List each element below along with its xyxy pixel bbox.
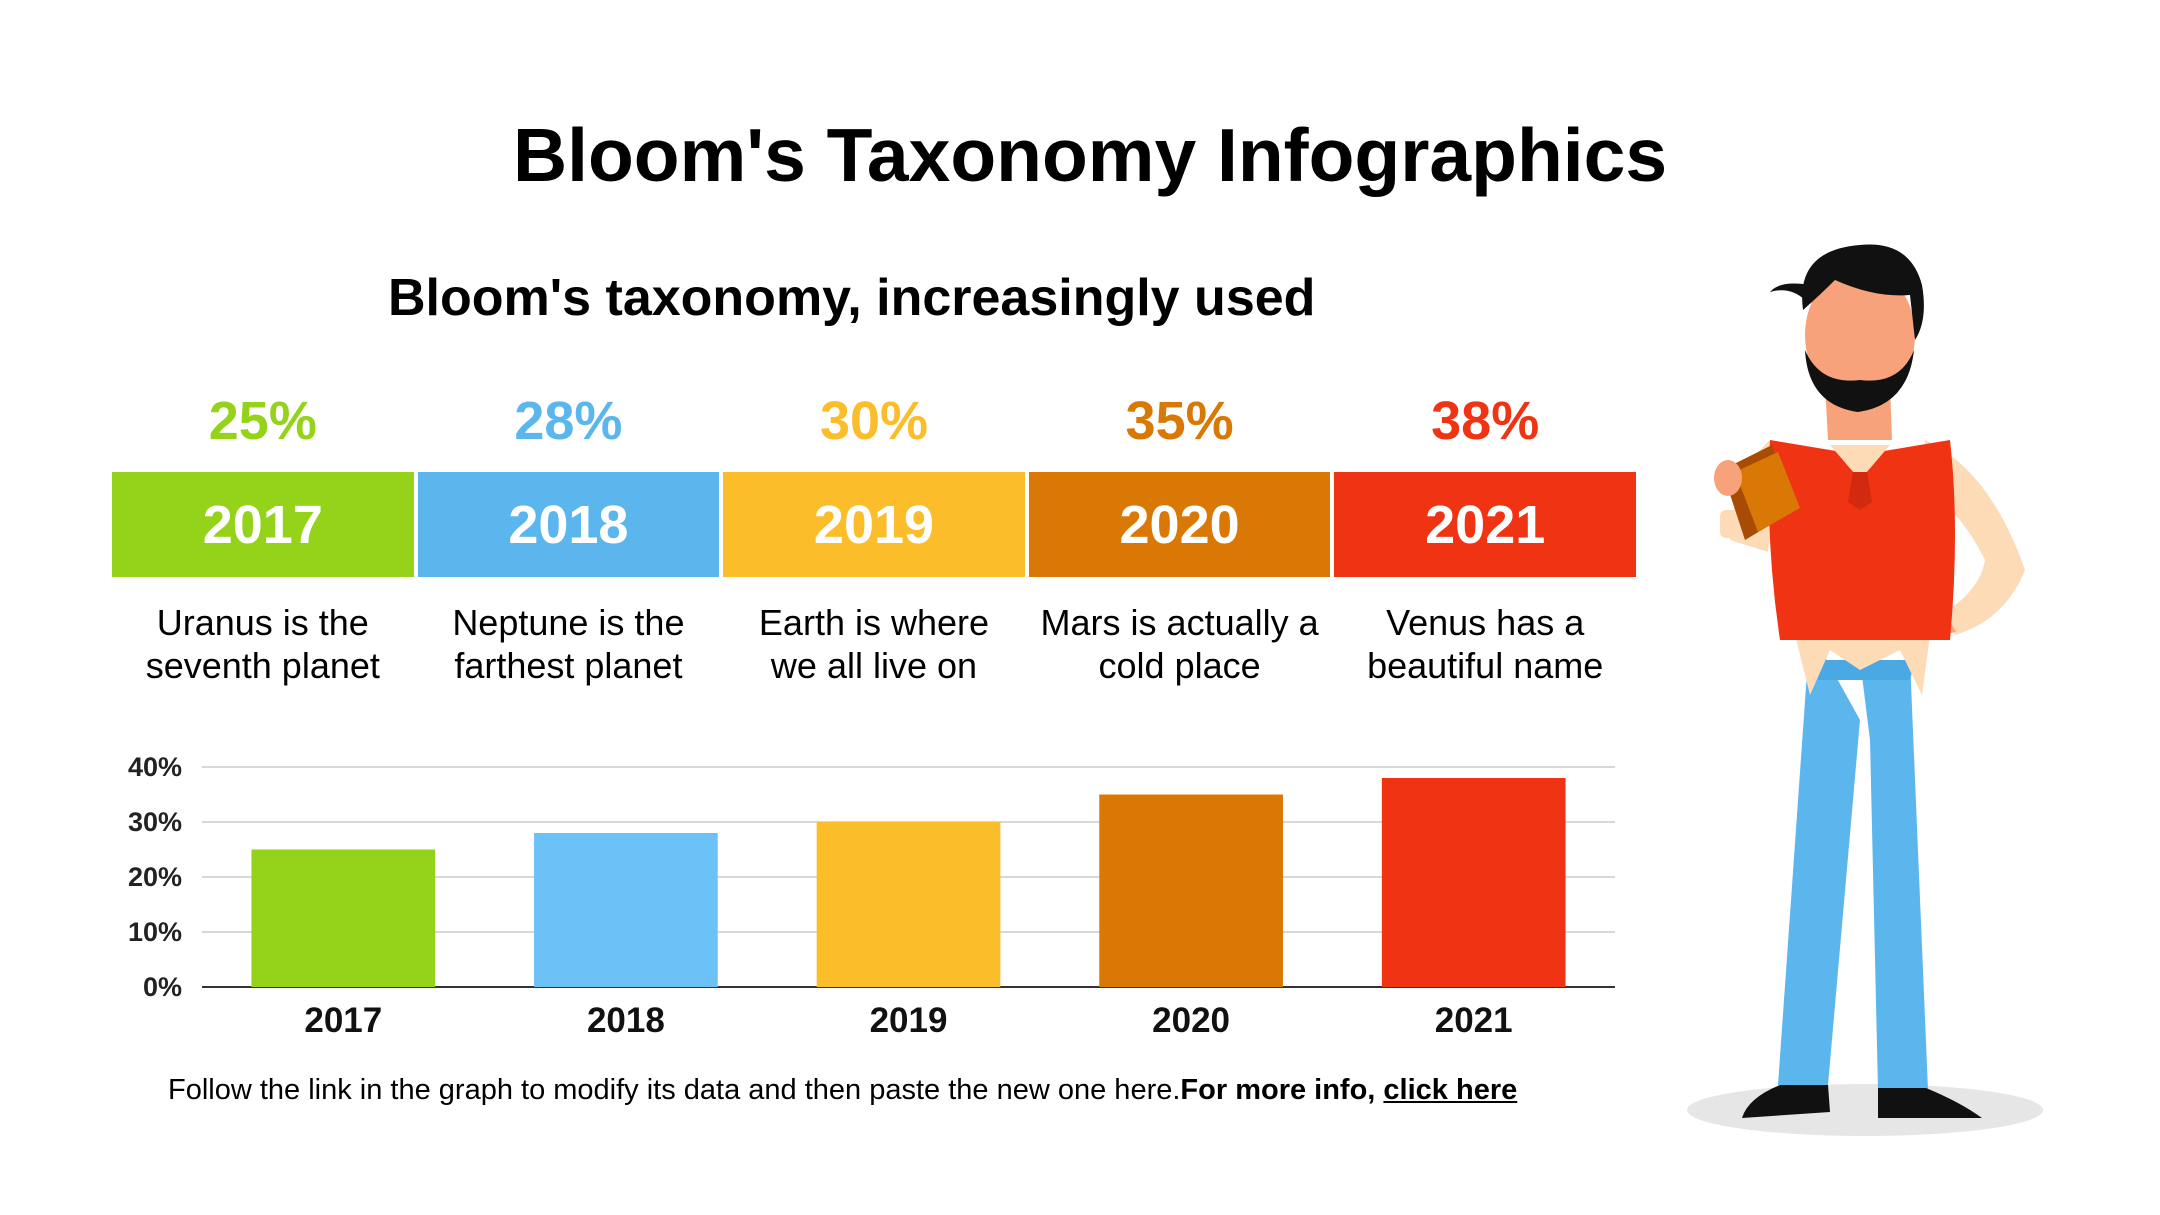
y-tick-label: 30%	[128, 807, 182, 837]
y-tick-label: 20%	[128, 862, 182, 892]
x-tick-label: 2020	[1152, 1001, 1230, 1040]
year-description: Mars is actually a cold place	[1040, 602, 1319, 686]
percent-label: 25%	[208, 391, 317, 451]
year-column: 25% 2017 Uranus is the seventh planet	[112, 390, 414, 687]
page-title: Bloom's Taxonomy Infographics	[512, 113, 1668, 197]
bar	[534, 833, 718, 987]
x-tick-label: 2019	[870, 1001, 948, 1040]
year-box: 2021	[1334, 472, 1636, 577]
percent-label: 28%	[514, 391, 623, 451]
bar	[251, 849, 436, 987]
year-description: Venus has a beautiful name	[1367, 602, 1604, 686]
year-description: Earth is where we all live on	[758, 602, 990, 686]
click-here-link[interactable]: click here	[1383, 1074, 1518, 1106]
x-tick-label: 2018	[587, 1001, 665, 1040]
x-tick-label: 2021	[1435, 1001, 1513, 1040]
footer-text: Follow the link in the graph to modify i…	[168, 1074, 1181, 1106]
year-column: 30% 2019 Earth is where we all live on	[723, 390, 1025, 687]
percent-label: 30%	[819, 391, 929, 451]
y-tick-label: 10%	[128, 917, 182, 947]
year-description: Uranus is the seventh planet	[145, 602, 380, 686]
year-box: 2018	[417, 472, 720, 577]
year-box: 2019	[723, 472, 1025, 577]
year-box: 2020	[1028, 472, 1331, 577]
x-tick-label: 2017	[304, 1001, 382, 1040]
year-box: 2017	[112, 472, 414, 577]
y-tick-label: 40%	[128, 752, 182, 782]
year-column: 38% 2021 Venus has a beautiful name	[1334, 390, 1636, 687]
y-tick-label: 0%	[143, 972, 182, 1002]
footer-more-info: For more info,	[1180, 1074, 1384, 1106]
man-reading-book-illustration	[1687, 244, 2043, 1136]
year-columns: 25% 2017 Uranus is the seventh planet 28…	[112, 390, 1636, 687]
footer-note: Follow the link in the graph to modify i…	[168, 1070, 1517, 1110]
bar	[1099, 794, 1283, 987]
bar	[1381, 778, 1566, 987]
percent-label: 35%	[1125, 391, 1234, 451]
bar-chart[interactable]: 0% 10% 20% 30% 40% 2017 2018 2019 2020 2021	[110, 745, 1630, 1065]
bar	[816, 822, 1001, 987]
section-subtitle: Bloom's taxonomy, increasingly used	[388, 269, 1316, 327]
year-column: 35% 2020 Mars is actually a cold place	[1028, 390, 1331, 687]
year-description: Neptune is the farthest planet	[452, 602, 685, 686]
percent-label: 38%	[1431, 391, 1540, 451]
year-column: 28% 2018 Neptune is the farthest planet	[417, 390, 720, 687]
